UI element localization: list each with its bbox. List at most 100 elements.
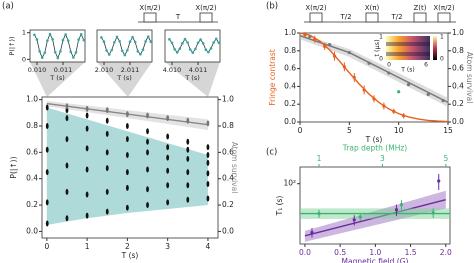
interval-label: T <box>175 13 181 21</box>
data-point <box>105 165 109 172</box>
fit-line <box>101 35 152 56</box>
data-point <box>186 182 190 189</box>
pulse-label: X(π/2) <box>433 4 455 12</box>
y-tick-label: 1 <box>22 29 26 37</box>
x-tick-label: 1.0 <box>369 248 381 257</box>
data-point <box>186 41 189 44</box>
data-point <box>79 32 83 36</box>
x-axis-label: Magnetic field (G) <box>342 257 409 263</box>
x-tick-label: 2.011 <box>121 66 140 74</box>
data-point <box>125 122 129 129</box>
y-tick-label: 10² <box>283 179 296 188</box>
y-tick-label: 0.0 <box>26 226 38 235</box>
data-point <box>166 154 170 161</box>
x2-axis-label: Trap depth (MHz) <box>342 143 407 152</box>
data-point <box>105 130 109 137</box>
data-point <box>105 117 109 124</box>
data-point <box>133 40 137 44</box>
fit-line <box>34 33 85 60</box>
data-point <box>206 195 210 202</box>
data-point <box>82 38 86 42</box>
data-point <box>125 204 129 211</box>
data-point <box>207 50 210 54</box>
y-tick-label: 0.8 <box>284 46 296 55</box>
data-point <box>372 97 376 101</box>
data-point <box>85 112 89 119</box>
data-point <box>141 48 145 52</box>
x-axis-label: T (s) <box>365 135 383 144</box>
data-point <box>328 42 332 47</box>
x-axis-label: T (s) <box>121 251 139 260</box>
data-point <box>65 162 69 169</box>
data-point <box>175 51 179 54</box>
y2-tick-label: 0.8 <box>452 46 464 55</box>
y2-tick-label: 0.0 <box>452 117 464 126</box>
pulse <box>365 12 379 23</box>
data-point <box>206 170 210 177</box>
x-tick-label: 4.010 <box>163 66 182 74</box>
x-tick-label: 2.010 <box>95 66 114 74</box>
data-point <box>146 138 149 145</box>
data-point <box>166 144 170 151</box>
data-point <box>136 50 140 53</box>
data-point <box>77 38 80 41</box>
x-axis-label: T (s) <box>116 74 132 82</box>
inset-y-tick-label: 1 <box>379 34 383 41</box>
pulse-label: X(π/2) <box>305 4 327 12</box>
data-point <box>387 71 391 75</box>
data-point <box>102 40 106 44</box>
data-point <box>100 36 103 39</box>
data-point <box>105 107 109 114</box>
data-point <box>53 50 57 54</box>
x-tick-label: 0 <box>298 126 303 135</box>
pulse-label: Z(t) <box>413 4 426 12</box>
y2-axis-label: Atom survival <box>465 52 474 104</box>
data-point <box>191 51 195 54</box>
x-tick-label: 3 <box>165 242 170 251</box>
data-point <box>85 145 89 152</box>
data-point <box>59 50 62 53</box>
data-point <box>199 38 202 41</box>
data-point <box>186 196 190 203</box>
data-point <box>342 65 346 69</box>
data-point <box>382 104 386 108</box>
data-point <box>206 120 210 127</box>
panel-label: (c) <box>266 148 277 158</box>
data-point <box>323 44 327 48</box>
x-axis-label: T (s) <box>184 74 200 82</box>
data-point <box>105 208 109 215</box>
data-point <box>65 115 69 122</box>
y-tick-label: 0.2 <box>26 200 38 209</box>
data-point <box>406 83 411 87</box>
y2-tick-label: 0.8 <box>222 121 234 130</box>
data-point <box>72 56 75 59</box>
pulse-label: X(π/2) <box>139 4 161 12</box>
x-tick-label: 0 <box>44 242 49 251</box>
data-point <box>196 41 200 45</box>
data-point <box>126 48 129 52</box>
data-point <box>110 48 114 52</box>
data-point <box>397 90 401 94</box>
heatmap-band <box>386 42 430 46</box>
data-point <box>113 40 116 44</box>
data-point <box>310 230 314 235</box>
data-point <box>347 50 351 55</box>
data-point <box>367 61 371 65</box>
x2-tick-label: 1 <box>317 154 322 163</box>
data-point <box>358 215 362 219</box>
y-axis-label: Fringe contrast <box>268 49 277 105</box>
data-point <box>170 41 174 45</box>
y-tick-label: 0.2 <box>284 99 296 108</box>
plot-frame <box>164 29 221 63</box>
interval-label: T/2 <box>390 13 402 21</box>
data-point <box>107 53 111 56</box>
data-point <box>56 56 60 60</box>
x-axis-label: T (s) <box>49 74 65 82</box>
colorbar-tick-label: 0 <box>440 56 444 63</box>
data-point <box>66 39 70 42</box>
data-point <box>332 54 337 58</box>
x-tick-label: 1 <box>85 242 90 251</box>
data-point <box>399 202 404 207</box>
y-axis-label: T₁ (s) <box>275 196 284 217</box>
x2-tick-label: 5 <box>443 154 448 163</box>
